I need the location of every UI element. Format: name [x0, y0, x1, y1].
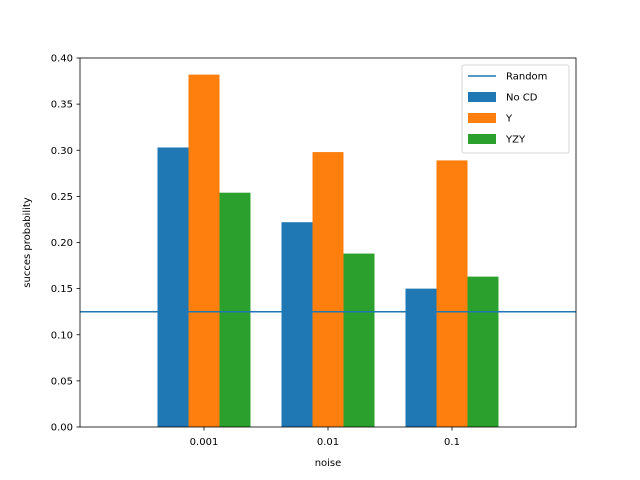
x-axis-label: noise [315, 458, 342, 469]
bar-y-0.001 [188, 74, 220, 427]
bar-y-0.1 [436, 160, 468, 427]
legend: Random No CD Y YZY [461, 64, 570, 154]
y-tick-label: 0.30 [51, 146, 73, 157]
y-tick-label: 0.00 [51, 423, 73, 434]
bars-group [157, 74, 499, 428]
y-axis: 0.00 0.05 0.10 0.15 0.20 0.25 0.30 0.35 0.40 [51, 54, 80, 434]
bar-no-cd-0.1 [405, 288, 437, 427]
bar-yzy-0.1 [467, 276, 499, 427]
legend-swatch-no-cd [468, 92, 496, 102]
y-axis-label: succes probability [22, 197, 33, 288]
bar-yzy-0.001 [219, 192, 251, 427]
legend-box [461, 64, 570, 154]
bar-no-cd-0.01 [281, 222, 313, 427]
y-tick-label: 0.35 [51, 100, 73, 111]
bar-no-cd-0.001 [157, 147, 189, 428]
legend-swatch-yzy [468, 134, 496, 144]
bar-yzy-0.01 [343, 253, 375, 427]
y-tick-label: 0.25 [51, 192, 73, 203]
legend-label-no-cd: No CD [506, 93, 538, 104]
legend-swatch-y [468, 113, 496, 123]
legend-label-yzy: YZY [505, 135, 526, 146]
y-tick-label: 0.20 [51, 238, 73, 249]
x-tick-label: 0.01 [317, 437, 339, 448]
y-tick-label: 0.15 [51, 284, 73, 295]
bar-y-0.01 [312, 152, 344, 427]
x-tick-label: 0.1 [444, 437, 460, 448]
legend-label-random: Random [506, 72, 547, 83]
x-tick-label: 0.001 [190, 437, 219, 448]
legend-label-y: Y [505, 114, 513, 125]
y-tick-label: 0.05 [51, 376, 73, 387]
y-tick-label: 0.10 [51, 330, 73, 341]
x-axis: 0.001 0.01 0.1 [190, 427, 460, 448]
y-tick-label: 0.40 [51, 54, 73, 65]
